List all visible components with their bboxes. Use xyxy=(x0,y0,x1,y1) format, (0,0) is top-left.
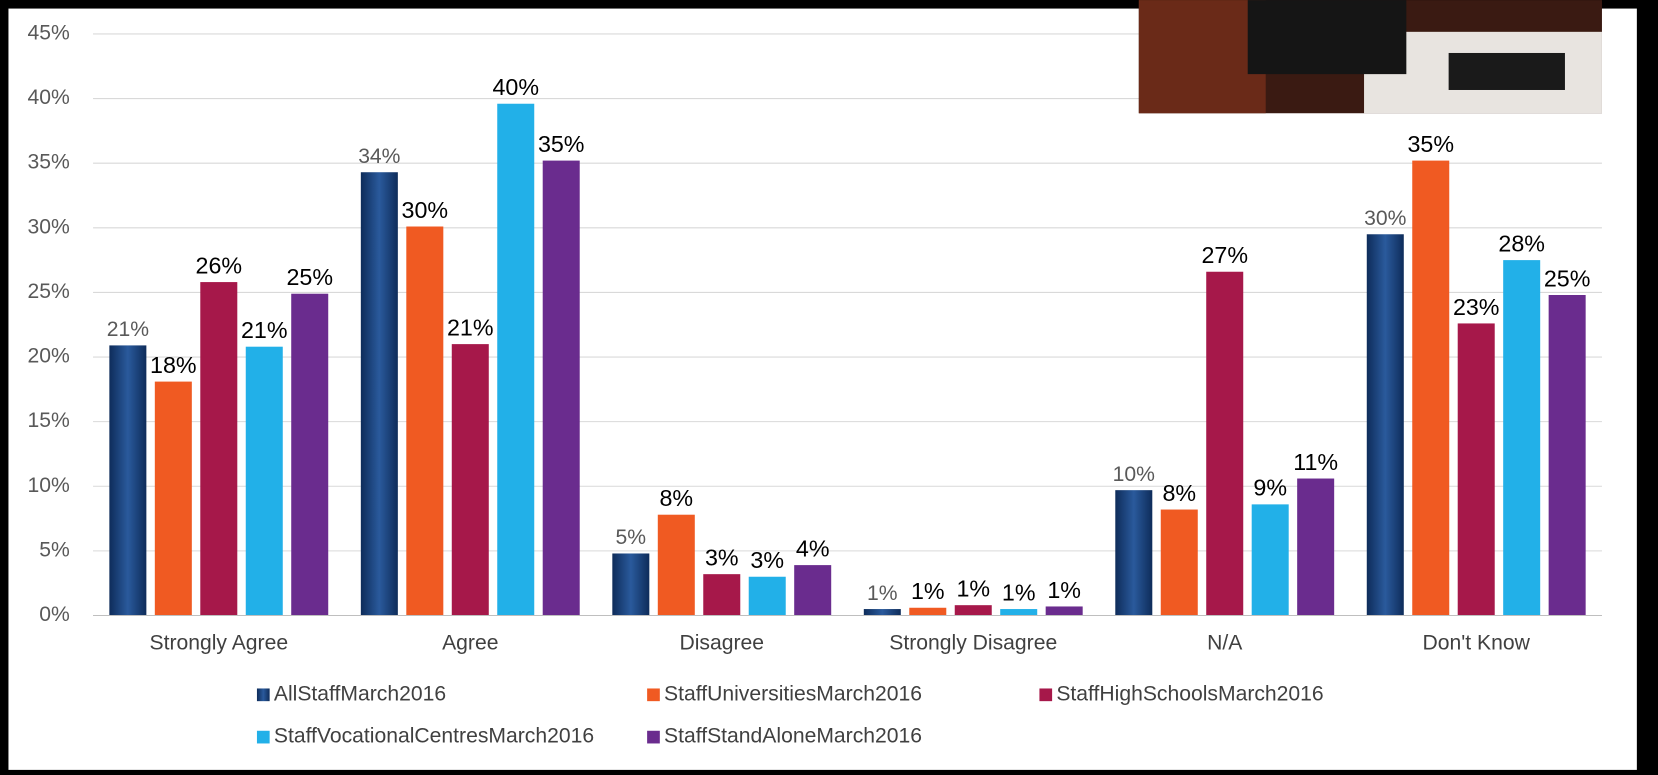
bar xyxy=(1366,234,1404,616)
photo-laptop xyxy=(1448,52,1565,90)
x-tick-label: Disagree xyxy=(679,632,764,655)
value-label: 21% xyxy=(241,317,288,343)
bar xyxy=(1251,504,1289,616)
value-label: 10% xyxy=(1113,463,1155,486)
y-tick-label: 40% xyxy=(28,86,70,109)
bar xyxy=(954,605,992,616)
legend-label: StaffStandAloneMarch2016 xyxy=(664,725,922,748)
value-label: 8% xyxy=(659,485,693,511)
value-label: 5% xyxy=(616,526,647,549)
value-label: 28% xyxy=(1498,230,1545,256)
bar xyxy=(1548,295,1586,616)
bar xyxy=(1503,260,1541,616)
y-tick-label: 5% xyxy=(39,538,70,561)
value-label: 9% xyxy=(1253,475,1287,501)
value-label: 11% xyxy=(1293,449,1338,475)
value-label: 35% xyxy=(1407,131,1454,157)
value-label: 1% xyxy=(1047,577,1081,603)
legend-label: AllStaffMarch2016 xyxy=(274,682,446,705)
x-tick-label: Strongly Disagree xyxy=(889,632,1057,655)
legend-swatch xyxy=(647,730,660,744)
bar xyxy=(1115,490,1153,616)
bar xyxy=(1000,609,1038,616)
photo xyxy=(1138,0,1602,114)
value-label: 1% xyxy=(867,582,898,605)
x-tick-label: Strongly Agree xyxy=(150,632,289,655)
legend-label: StaffHighSchoolsMarch2016 xyxy=(1056,682,1323,705)
x-tick-label: N/A xyxy=(1207,632,1243,655)
value-label: 40% xyxy=(492,74,539,100)
bar xyxy=(1457,323,1495,616)
value-label: 34% xyxy=(358,145,400,168)
bar xyxy=(497,103,535,616)
bar xyxy=(200,282,238,616)
legend-label: StaffUniversitiesMarch2016 xyxy=(664,682,922,705)
bar xyxy=(863,609,901,616)
y-tick-label: 45% xyxy=(28,22,70,45)
bar xyxy=(245,346,283,616)
bar xyxy=(406,226,444,616)
value-label: 26% xyxy=(196,252,243,278)
bar xyxy=(1206,271,1244,616)
y-tick-label: 20% xyxy=(28,345,70,368)
value-label: 21% xyxy=(107,318,149,341)
bar xyxy=(291,293,329,616)
photo-shade xyxy=(1138,0,1266,114)
value-label: 23% xyxy=(1453,294,1500,320)
value-label: 27% xyxy=(1201,242,1248,268)
x-tick-label: Agree xyxy=(442,632,498,655)
legend-swatch xyxy=(647,688,660,702)
value-label: 8% xyxy=(1162,480,1196,506)
value-label: 25% xyxy=(286,264,333,290)
legend-swatch xyxy=(256,688,270,702)
y-tick-label: 35% xyxy=(28,151,70,174)
value-label: 3% xyxy=(750,547,784,573)
bar xyxy=(794,565,832,616)
bar xyxy=(748,576,786,616)
value-label: 25% xyxy=(1544,265,1591,291)
bar xyxy=(612,553,650,616)
y-tick-label: 25% xyxy=(28,280,70,303)
photo-person xyxy=(1247,0,1407,75)
value-label: 1% xyxy=(911,578,945,604)
bar xyxy=(657,514,695,616)
bar xyxy=(1412,160,1450,616)
y-tick-label: 30% xyxy=(28,215,70,238)
bar xyxy=(1297,478,1335,616)
bar xyxy=(909,607,947,616)
bar xyxy=(109,345,147,616)
value-label: 18% xyxy=(150,352,197,378)
legend-swatch xyxy=(1039,688,1053,702)
legend-swatch xyxy=(256,730,270,744)
bar xyxy=(360,172,398,616)
bar xyxy=(451,344,489,616)
value-label: 4% xyxy=(796,535,830,561)
value-label: 1% xyxy=(956,576,990,602)
x-tick-label: Don't Know xyxy=(1423,632,1531,655)
bar xyxy=(703,574,741,616)
bar xyxy=(1045,606,1083,616)
value-label: 1% xyxy=(1002,579,1036,605)
value-label: 21% xyxy=(447,314,494,340)
y-tick-label: 15% xyxy=(28,409,70,432)
bar xyxy=(542,160,580,616)
y-tick-label: 10% xyxy=(28,474,70,497)
legend-label: StaffVocationalCentresMarch2016 xyxy=(274,725,594,748)
bar xyxy=(154,381,192,616)
bar xyxy=(1160,509,1198,616)
value-label: 3% xyxy=(705,544,739,570)
value-label: 30% xyxy=(1364,207,1406,230)
value-label: 30% xyxy=(402,197,449,223)
y-tick-label: 0% xyxy=(39,603,70,626)
value-label: 35% xyxy=(538,131,585,157)
